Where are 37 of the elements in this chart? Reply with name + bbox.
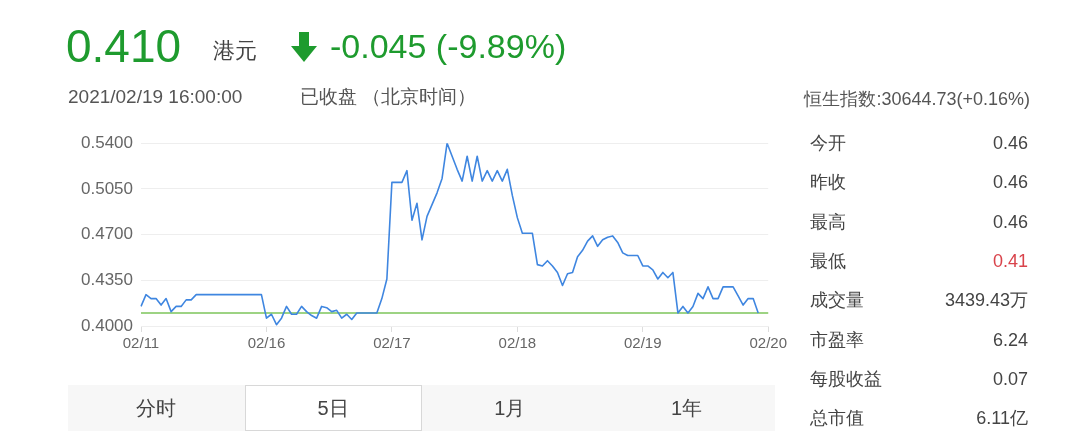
text: 0.41 xyxy=(992,249,1028,273)
x-tick-label: 02/16 xyxy=(247,334,286,352)
text: 成交量 xyxy=(810,289,864,313)
y-tick-label: 0.4700 xyxy=(81,224,133,244)
text: 0.07 xyxy=(992,367,1028,391)
text: 每股收益 xyxy=(810,367,882,391)
y-tick-label: 0.4350 xyxy=(81,269,133,289)
text: 今开 xyxy=(810,132,846,155)
text: 昨收 xyxy=(810,171,846,195)
text: 总市值 xyxy=(810,407,864,431)
text: 港元 xyxy=(213,37,257,65)
text: 6.24 xyxy=(992,328,1028,352)
text: 5日 xyxy=(317,395,349,421)
y-tick-label: 0.5050 xyxy=(81,178,133,198)
text: -0.045 (-9.89%) xyxy=(330,26,567,67)
y-tick-label: 0.4000 xyxy=(81,315,133,335)
x-tick-label: 02/11 xyxy=(122,334,160,352)
x-tick-label: 02/19 xyxy=(624,334,662,352)
text: 最低 xyxy=(810,249,846,273)
text: 0.46 xyxy=(992,210,1028,234)
text: 1年 xyxy=(671,395,703,421)
text: 0.46 xyxy=(992,132,1028,155)
x-tick-label: 02/17 xyxy=(373,334,411,352)
x-tick-label: 02/20 xyxy=(749,334,788,352)
text: 3439.43万 xyxy=(944,289,1028,313)
text: 1月 xyxy=(494,395,526,421)
text: 市盈率 xyxy=(810,328,864,352)
text: 最高 xyxy=(810,210,846,234)
text: 0.46 xyxy=(992,171,1028,195)
y-tick-label: 0.5400 xyxy=(81,132,133,152)
x-tick-label: 02/18 xyxy=(498,334,537,352)
text: 6.11亿 xyxy=(976,407,1028,431)
chart-title: 0.410 xyxy=(66,19,182,74)
text: 分时 xyxy=(136,395,177,421)
text: 已收盘 （北京时间） xyxy=(300,85,477,109)
text: 2021/02/19 16:00:00 xyxy=(68,85,243,109)
text: 恒生指数:30644.73(+0.16%) xyxy=(804,88,1030,111)
